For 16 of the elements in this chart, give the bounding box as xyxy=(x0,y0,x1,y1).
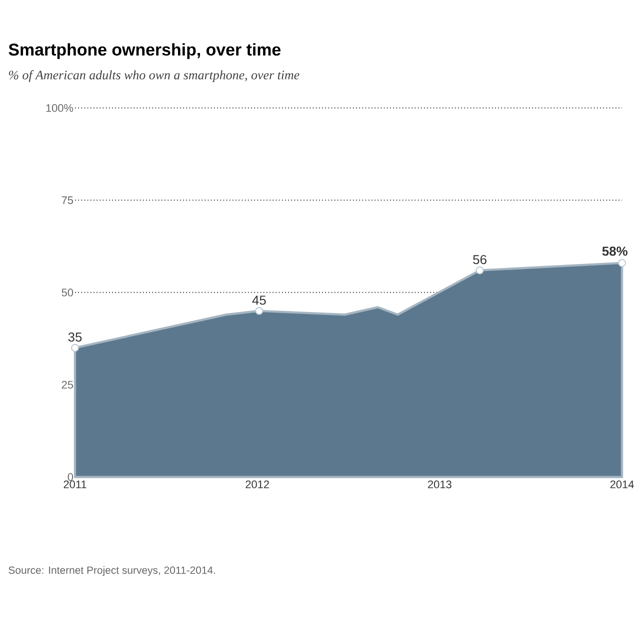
x-tick-label: 2013 xyxy=(428,480,452,488)
data-label: 35 xyxy=(68,332,82,342)
data-label: 58% xyxy=(602,246,628,256)
y-tick-label: 100% xyxy=(46,104,74,112)
x-tick-label: 2011 xyxy=(64,480,86,488)
data-label: 45 xyxy=(252,296,266,305)
y-tick-label: 75 xyxy=(62,196,74,204)
x-tick-label: 2012 xyxy=(246,480,269,488)
y-tick-label: 25 xyxy=(62,380,74,389)
x-tick-label: 2014 xyxy=(610,480,634,488)
chart-subtitle: % of American adults who own a smartphone, over time xyxy=(8,70,300,82)
chart-title: Smartphone ownership, over time xyxy=(8,43,281,59)
source-note: Source: Internet Project surveys, 2011-2014. xyxy=(8,566,216,576)
y-tick-label: 50 xyxy=(62,288,74,296)
data-label: 56 xyxy=(473,254,486,264)
y-tick-label: 0 xyxy=(68,473,74,481)
